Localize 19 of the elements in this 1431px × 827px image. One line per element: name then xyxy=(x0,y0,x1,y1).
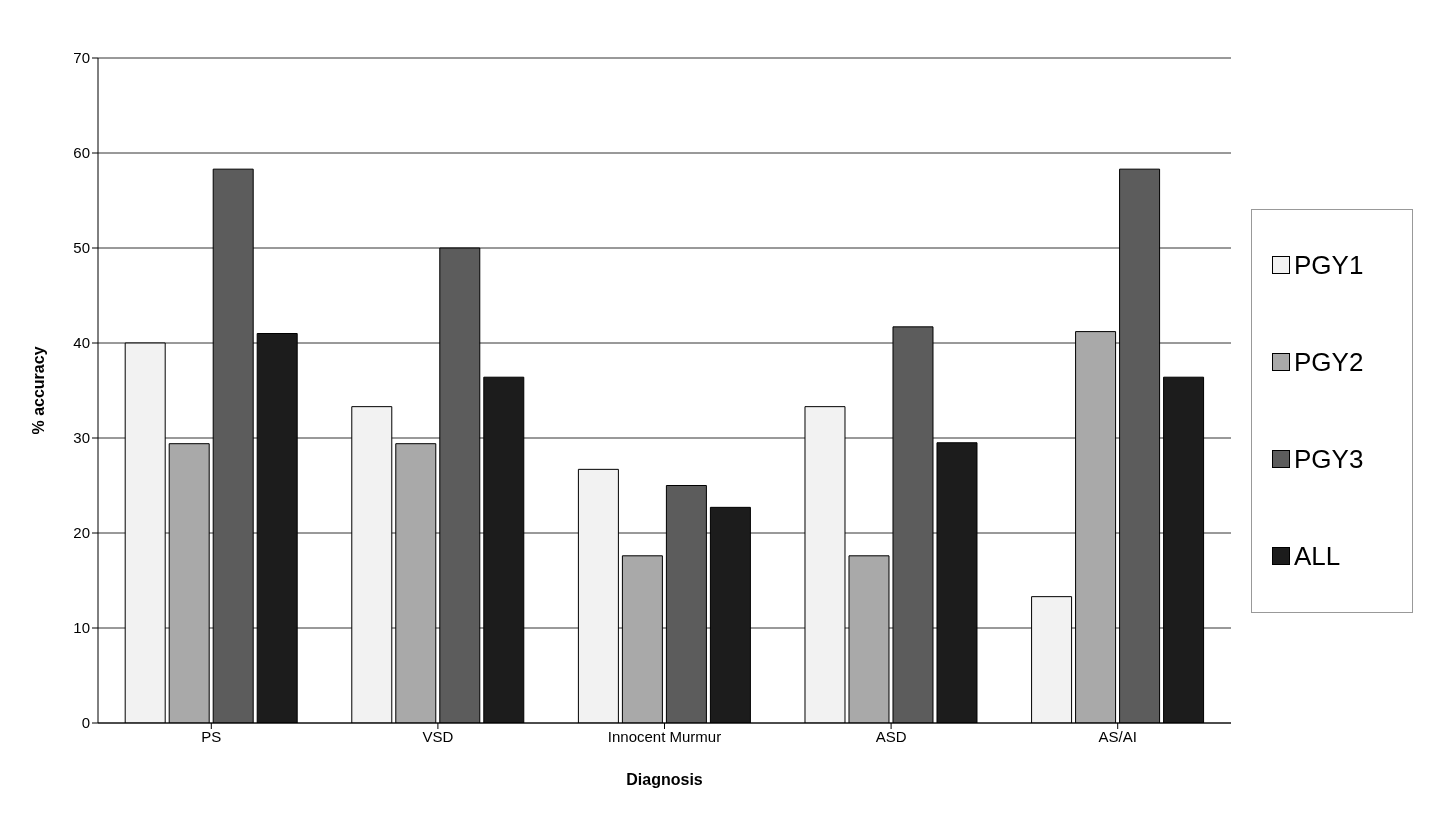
y-tick-label: 20 xyxy=(73,524,90,542)
x-tick-label: Innocent Murmur xyxy=(607,727,722,745)
x-tick-label: VSD xyxy=(422,727,454,745)
y-tick-label: 70 xyxy=(73,49,90,67)
y-tick-label: 50 xyxy=(73,239,90,257)
x-tick-label: AS/AI xyxy=(1098,727,1137,745)
y-tick-label: 10 xyxy=(73,619,90,637)
legend-label: PGY1 xyxy=(1294,249,1364,281)
y-tick-label: 60 xyxy=(73,144,90,162)
y-axis-title: % accuracy xyxy=(29,346,47,435)
x-tick-label: ASD xyxy=(875,727,907,745)
y-tick-label: 30 xyxy=(73,429,90,447)
x-tick-label: PS xyxy=(201,727,222,745)
legend-label: PGY2 xyxy=(1294,346,1364,378)
legend-label: ALL xyxy=(1294,540,1341,572)
x-axis-title: Diagnosis xyxy=(626,771,703,788)
y-tick-label: 0 xyxy=(81,714,90,732)
legend-label: PGY3 xyxy=(1294,443,1364,475)
y-tick-label: 40 xyxy=(73,334,90,352)
